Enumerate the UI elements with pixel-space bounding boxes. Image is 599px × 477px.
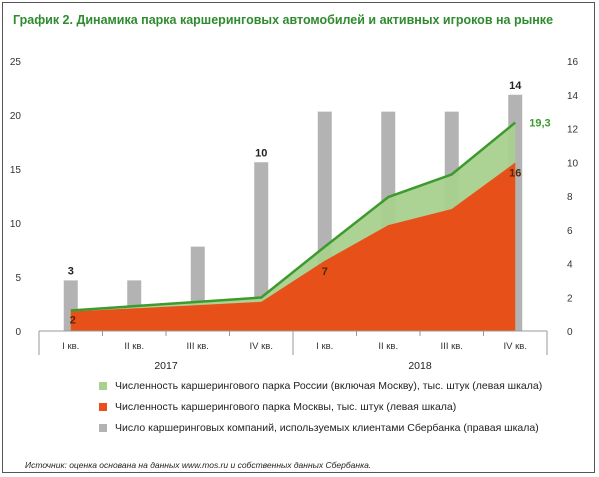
source-note: Источник: оценка основана на данных www.… <box>25 460 372 470</box>
russia-fleet-line <box>70 121 517 312</box>
x-axis <box>38 330 548 355</box>
legend-swatch-moscow <box>99 402 107 411</box>
legend-item-russia: Численность каршерингового парка России … <box>99 375 542 396</box>
category-label: IV кв. <box>504 341 527 352</box>
right-tick-label: 8 <box>567 192 573 203</box>
right-tick-label: 6 <box>567 226 573 237</box>
right-tick-label: 14 <box>567 91 579 102</box>
company-count-bar <box>254 162 269 331</box>
left-tick-label: 5 <box>15 273 21 284</box>
legend-label-russia: Численность каршерингового парка России … <box>115 379 543 392</box>
left-tick-label: 0 <box>15 327 21 338</box>
category-label: III кв. <box>187 341 209 352</box>
category-label: I кв. <box>316 341 333 352</box>
right-tick-label: 10 <box>567 158 579 169</box>
moscow-fleet-area <box>70 162 516 331</box>
data-label: 2 <box>70 315 76 327</box>
right-tick-label: 2 <box>567 293 573 304</box>
data-label: 19,3 <box>529 118 550 130</box>
category-labels: I кв. II кв. III кв. IV кв. I кв. II кв. III к… <box>62 341 527 352</box>
right-tick-label: 12 <box>567 125 579 136</box>
data-label: 7 <box>322 266 328 278</box>
right-tick-label: 0 <box>567 327 573 338</box>
year-labels: 2017 2018 <box>154 360 432 372</box>
right-tick-label: 16 <box>567 57 579 68</box>
chart-frame: График 2. Динамика парка каршеринговых а… <box>2 2 595 473</box>
data-labels: 3 10 14 19,3 2 7 16 <box>68 80 551 327</box>
fleet-areas <box>70 121 517 331</box>
category-label: IV кв. <box>250 341 273 352</box>
data-label: 3 <box>68 265 74 277</box>
right-tick-label: 4 <box>567 260 573 271</box>
data-label: 16 <box>509 168 521 180</box>
year-label: 2018 <box>408 360 432 372</box>
left-tick-label: 15 <box>10 165 22 176</box>
legend-swatch-companies <box>99 423 107 432</box>
category-label: III кв. <box>441 341 463 352</box>
chart-svg: 0 5 10 15 20 25 0 2 4 6 8 10 12 14 16 I кв. II кв. III … <box>10 57 579 372</box>
right-axis: 0 2 4 6 8 10 12 14 16 <box>567 57 579 338</box>
legend-label-companies: Число каршеринговых компаний, используем… <box>115 421 539 434</box>
legend-label-moscow: Численность каршерингового парка Москвы,… <box>115 400 457 413</box>
left-tick-label: 10 <box>10 219 22 230</box>
year-label: 2017 <box>154 360 178 372</box>
left-tick-label: 25 <box>10 57 22 68</box>
legend-swatch-russia <box>99 381 107 390</box>
chart-title: График 2. Динамика парка каршеринговых а… <box>13 13 554 27</box>
left-axis: 0 5 10 15 20 25 <box>10 57 22 338</box>
data-label: 10 <box>255 147 267 159</box>
category-label: I кв. <box>62 341 79 352</box>
category-label: II кв. <box>124 341 144 352</box>
left-tick-label: 20 <box>10 111 22 122</box>
data-label: 14 <box>509 80 522 92</box>
category-label: II кв. <box>378 341 398 352</box>
legend-item-companies: Число каршеринговых компаний, используем… <box>99 417 542 438</box>
legend: Численность каршерингового парка России … <box>99 375 542 438</box>
legend-item-moscow: Численность каршерингового парка Москвы,… <box>99 396 542 417</box>
